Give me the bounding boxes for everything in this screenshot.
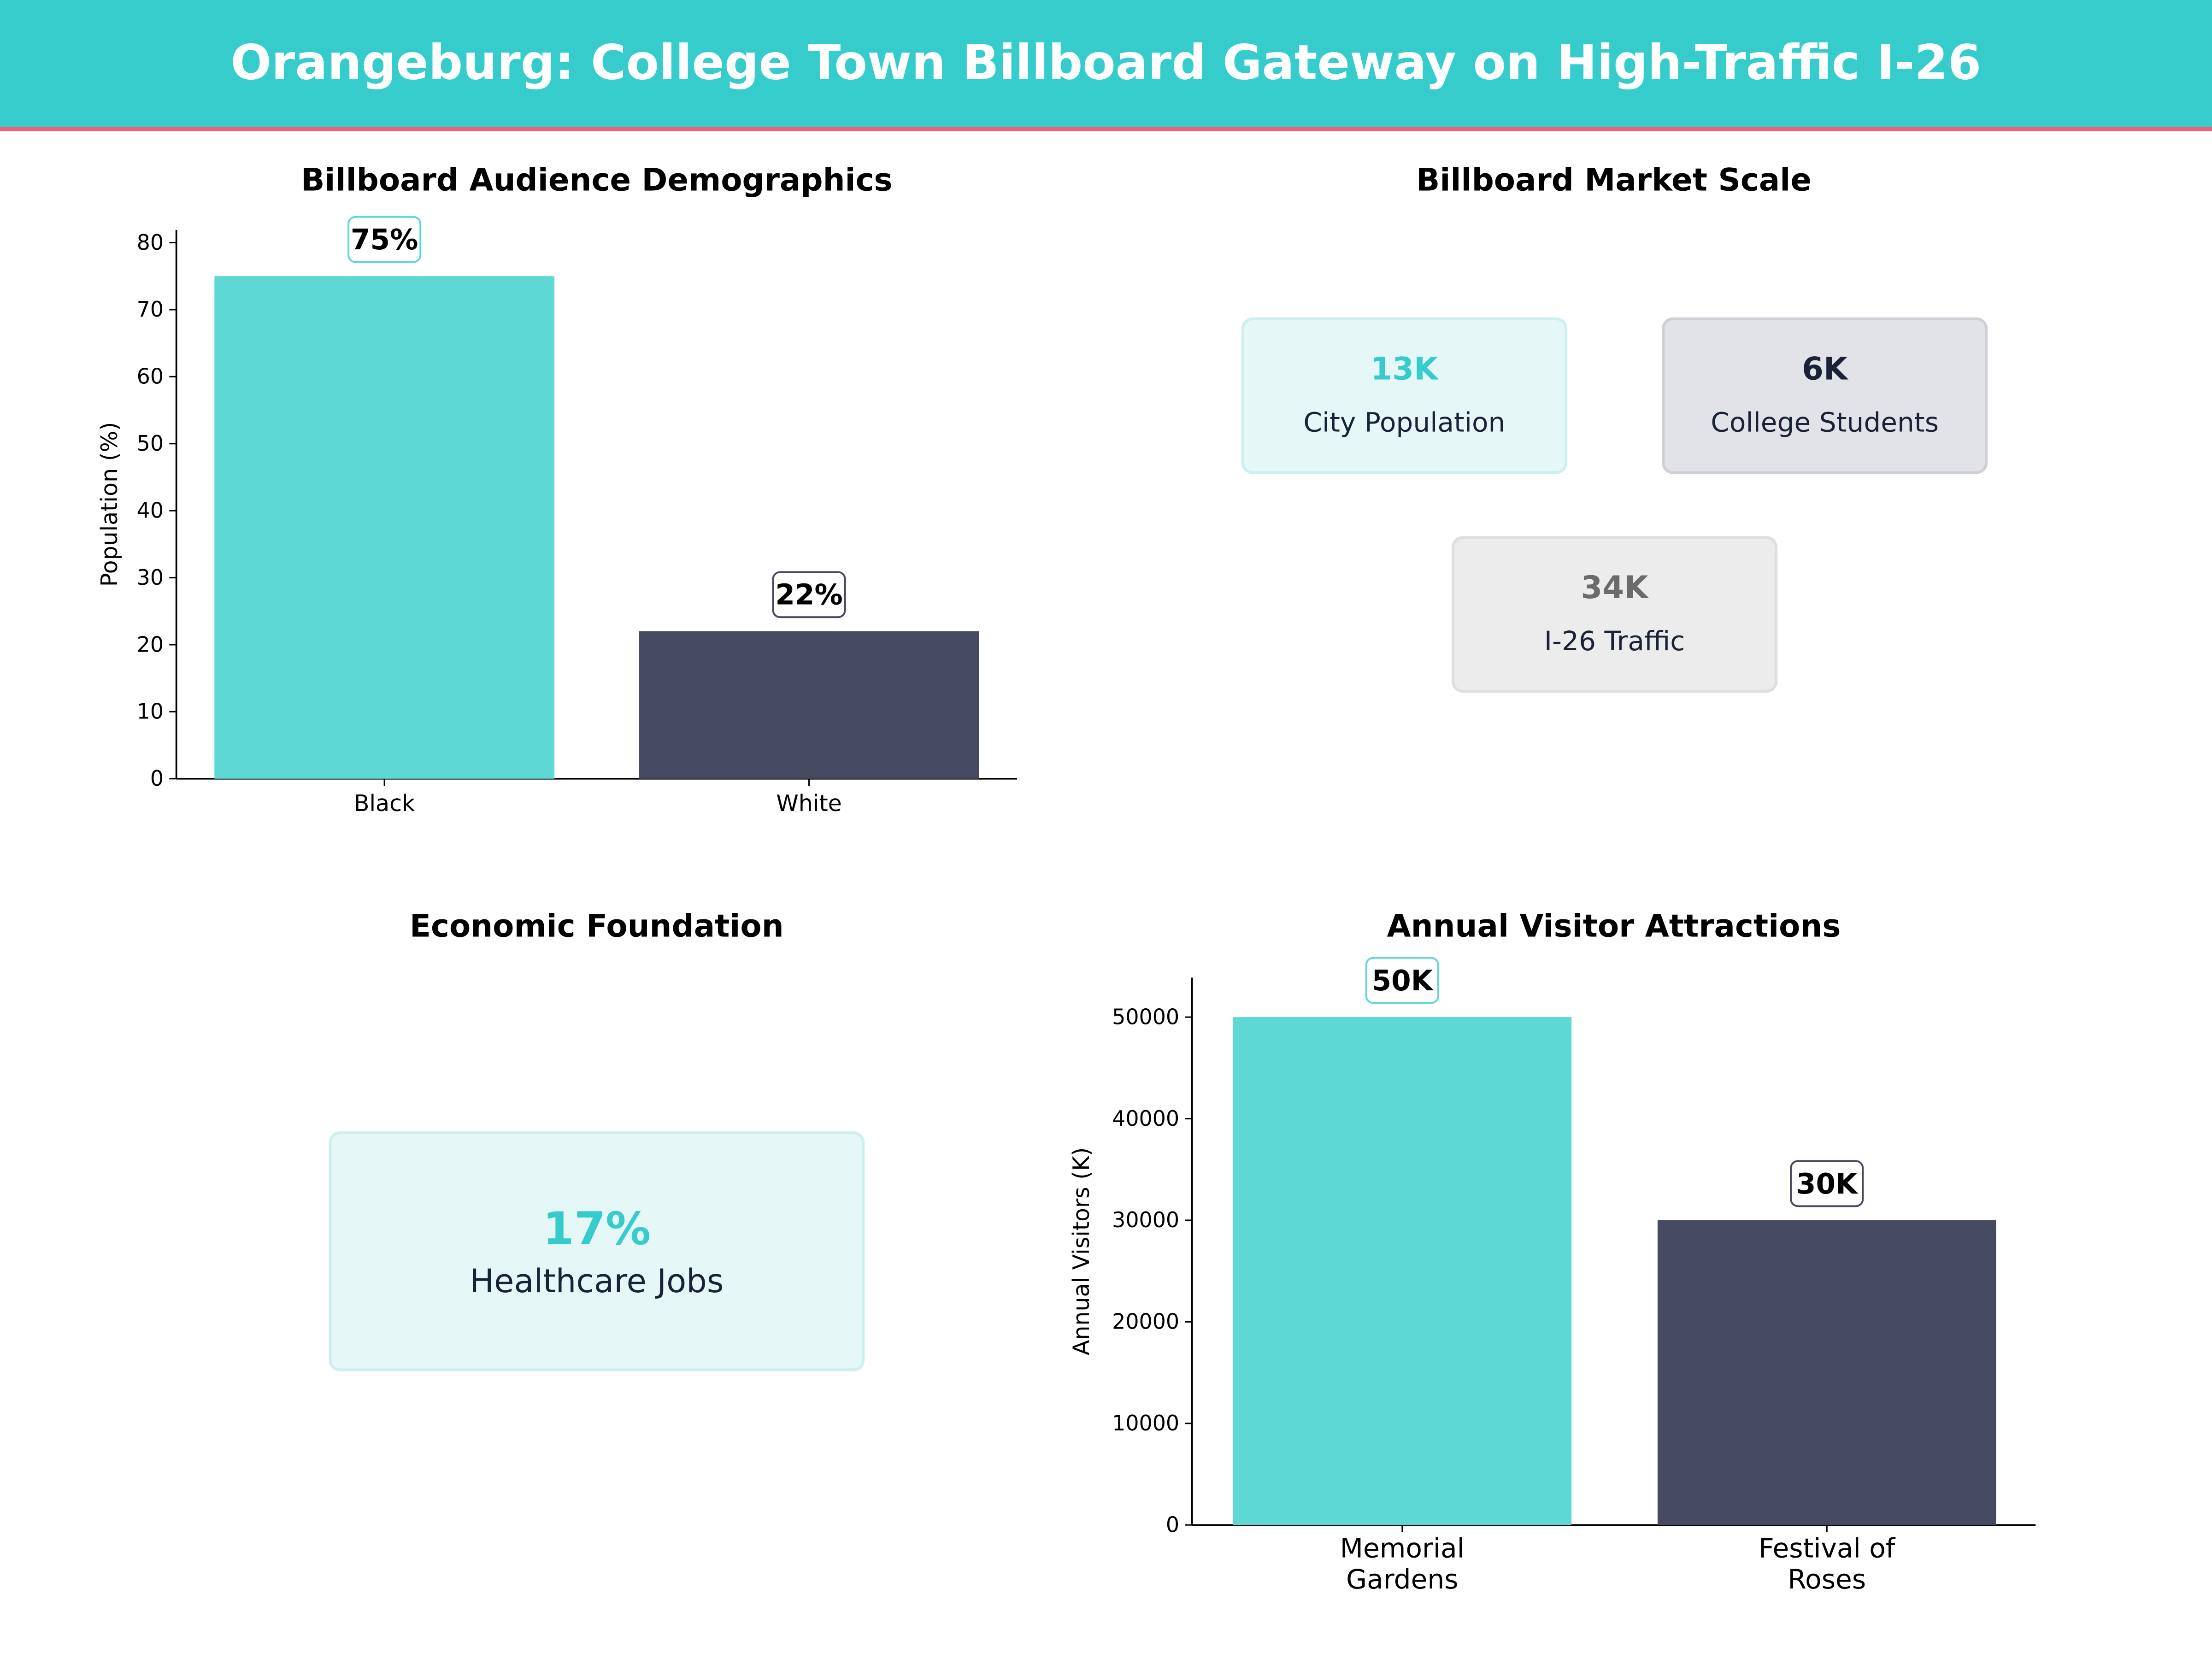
y-tick-label: 20000 <box>1112 1309 1179 1334</box>
y-tick-label: 80 <box>137 230 164 255</box>
y-axis-label: Annual Visitors (K) <box>1068 1147 1094 1355</box>
y-tick-label: 10000 <box>1112 1411 1179 1435</box>
card-label: Healthcare Jobs <box>470 1264 724 1301</box>
data-label: 75% <box>351 224 418 256</box>
market-scale-title: Billboard Market Scale <box>1416 164 1812 199</box>
data-label: 22% <box>775 579 843 612</box>
bar-0 <box>214 276 555 779</box>
bar-0 <box>1233 1017 1572 1525</box>
data-label: 50K <box>1372 965 1434 997</box>
page-title: Orangeburg: College Town Billboard Gatew… <box>230 35 1982 92</box>
card-value: 6K <box>1802 353 1848 388</box>
i26-traffic-card: 34K I-26 Traffic <box>1451 536 1778 693</box>
y-tick-label: 40 <box>137 498 164 523</box>
data-label-box <box>347 216 422 263</box>
data-label-box <box>772 571 846 618</box>
x-tick-label: Gardens <box>1346 1564 1458 1595</box>
x-tick-label: White <box>776 790 841 817</box>
y-tick-label: 50 <box>137 431 164 456</box>
data-label: 30K <box>1796 1168 1859 1200</box>
college-students-card: 6K College Students <box>1662 317 1988 474</box>
card-value: 34K <box>1581 571 1648 607</box>
y-tick-label: 0 <box>150 766 164 791</box>
city-population-card: 13K City Population <box>1241 317 1567 474</box>
y-tick-label: 10 <box>137 699 164 724</box>
bar-1 <box>1657 1220 1996 1525</box>
y-tick-label: 60 <box>137 364 164 389</box>
economic-title: Economic Foundation <box>410 910 784 946</box>
y-tick-label: 40000 <box>1112 1106 1179 1131</box>
y-axis-label: Population (%) <box>96 422 123 587</box>
y-tick-label: 50000 <box>1112 1004 1179 1029</box>
card-value: 17% <box>542 1202 651 1256</box>
y-tick-label: 0 <box>1166 1512 1179 1537</box>
healthcare-jobs-card: 17% Healthcare Jobs <box>329 1131 865 1371</box>
data-label-box <box>1365 957 1439 1004</box>
visitors-title: Annual Visitor Attractions <box>1387 910 1841 946</box>
x-tick-label: Memorial <box>1340 1533 1465 1564</box>
y-tick-label: 30000 <box>1112 1207 1179 1232</box>
x-tick-label: Black <box>354 790 415 817</box>
y-tick-label: 70 <box>137 297 164 322</box>
card-label: I-26 Traffic <box>1544 626 1685 658</box>
card-value: 13K <box>1371 353 1438 388</box>
y-tick-label: 20 <box>137 632 164 657</box>
x-tick-label: Festival of <box>1759 1533 1896 1564</box>
demographics-title: Billboard Audience Demographics <box>301 164 893 199</box>
y-tick-label: 30 <box>137 565 164 590</box>
card-label: City Population <box>1303 407 1506 439</box>
header-banner: Orangeburg: College Town Billboard Gatew… <box>0 0 2212 131</box>
x-tick-label: Roses <box>1788 1564 1866 1595</box>
bar-1 <box>639 631 979 779</box>
data-label-box <box>1790 1160 1864 1207</box>
card-label: College Students <box>1711 407 1939 439</box>
